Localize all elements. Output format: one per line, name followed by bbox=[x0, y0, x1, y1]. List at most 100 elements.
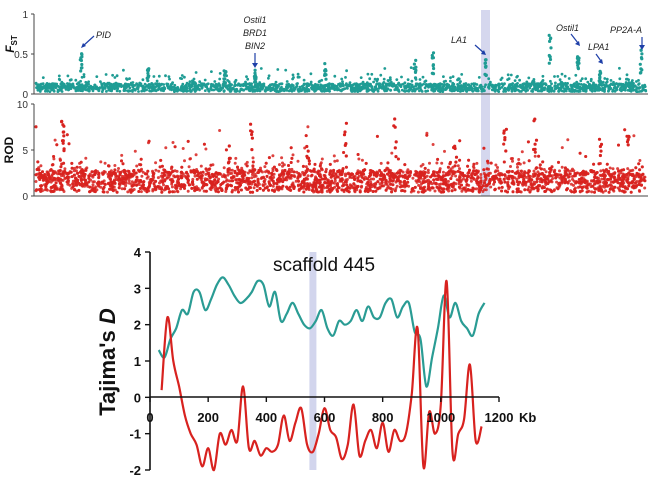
rod-point bbox=[421, 163, 425, 166]
fst-point bbox=[595, 88, 599, 92]
fst-point bbox=[302, 78, 306, 82]
rod-point bbox=[554, 176, 558, 180]
rod-point bbox=[390, 151, 394, 155]
fst-point bbox=[79, 79, 82, 83]
fst-point bbox=[389, 82, 393, 86]
rod-point bbox=[446, 173, 450, 177]
fst-point bbox=[327, 84, 331, 87]
fst-point bbox=[344, 83, 348, 87]
fst-point bbox=[456, 78, 460, 82]
rod-point bbox=[408, 170, 412, 174]
fst-point bbox=[80, 53, 84, 57]
rod-point bbox=[113, 171, 117, 175]
rod-point bbox=[390, 190, 394, 194]
fst-point bbox=[605, 77, 609, 81]
fst-point bbox=[55, 82, 59, 86]
fst-point bbox=[637, 86, 641, 89]
rod-point bbox=[522, 177, 526, 181]
fst-point bbox=[637, 82, 641, 86]
rod-point bbox=[536, 170, 540, 174]
fst-point bbox=[87, 82, 90, 86]
fst-point bbox=[389, 88, 393, 92]
fst-point bbox=[175, 89, 179, 93]
fst-point bbox=[547, 61, 551, 65]
fst-point bbox=[254, 84, 258, 88]
fst-point bbox=[406, 83, 409, 87]
fst-point bbox=[303, 90, 307, 93]
fst-point bbox=[599, 83, 603, 87]
fst-point bbox=[541, 79, 545, 82]
rod-point bbox=[296, 183, 300, 187]
fst-point bbox=[333, 74, 337, 78]
rod-point bbox=[55, 143, 59, 147]
rod-point bbox=[198, 188, 202, 192]
rod-point bbox=[255, 184, 259, 188]
fst-point bbox=[431, 83, 434, 87]
fst-point bbox=[580, 86, 584, 89]
fst-point bbox=[578, 89, 582, 93]
rod-point bbox=[87, 176, 91, 180]
fst-point bbox=[161, 86, 164, 90]
rod-point bbox=[456, 164, 460, 168]
rod-point bbox=[171, 190, 175, 194]
fst-point bbox=[238, 90, 242, 93]
rod-point bbox=[482, 188, 486, 192]
fst-point bbox=[95, 75, 99, 78]
rod-point bbox=[180, 165, 184, 169]
fst-point bbox=[376, 89, 380, 93]
fst-point bbox=[44, 89, 47, 93]
fst-point bbox=[627, 85, 631, 89]
rod-point bbox=[462, 177, 465, 181]
fst-point bbox=[595, 85, 599, 88]
fst-point bbox=[640, 57, 644, 61]
fst-point bbox=[487, 87, 491, 90]
fst-point bbox=[180, 84, 184, 88]
fst-point bbox=[410, 83, 414, 87]
rod-point bbox=[357, 157, 361, 161]
rod-point bbox=[433, 189, 437, 193]
fst-point bbox=[97, 89, 101, 93]
fst-point bbox=[517, 88, 520, 92]
rod-point bbox=[44, 185, 48, 189]
fst-point bbox=[458, 81, 462, 85]
fst-point bbox=[229, 89, 233, 93]
rod-point bbox=[553, 188, 556, 192]
fst-point bbox=[451, 83, 454, 87]
fst-point bbox=[226, 79, 230, 82]
fst-point bbox=[430, 88, 434, 92]
fst-point bbox=[282, 89, 286, 93]
fst-point bbox=[561, 82, 565, 86]
fst-point bbox=[582, 83, 585, 87]
fst-point bbox=[585, 85, 589, 89]
fst-point bbox=[203, 89, 207, 92]
fst-point bbox=[549, 46, 553, 50]
fst-point bbox=[412, 62, 416, 66]
rod-point bbox=[378, 168, 382, 172]
fst-point bbox=[608, 84, 611, 87]
rod-point bbox=[431, 143, 435, 146]
rod-point bbox=[360, 175, 364, 179]
rod-point bbox=[259, 166, 262, 170]
rod-point bbox=[201, 170, 205, 174]
rod-point bbox=[521, 183, 525, 187]
fst-point bbox=[224, 70, 228, 74]
rod-point bbox=[572, 174, 576, 178]
rod-point bbox=[421, 181, 425, 185]
fst-point bbox=[513, 84, 517, 88]
fst-point bbox=[240, 88, 244, 91]
rod-point bbox=[127, 170, 131, 173]
fst-point bbox=[52, 89, 56, 93]
rod-point bbox=[548, 171, 552, 174]
rod-point bbox=[385, 166, 389, 170]
fst-point bbox=[373, 77, 377, 81]
fst-point bbox=[576, 67, 581, 71]
fst-point bbox=[406, 78, 410, 81]
fst-point bbox=[46, 85, 50, 88]
fst-point bbox=[152, 84, 155, 87]
fst-point bbox=[228, 82, 232, 86]
fst-point bbox=[345, 86, 349, 90]
fst-point bbox=[274, 80, 278, 84]
rod-point bbox=[633, 177, 636, 181]
fst-point bbox=[309, 82, 312, 86]
fst-point bbox=[222, 73, 227, 77]
